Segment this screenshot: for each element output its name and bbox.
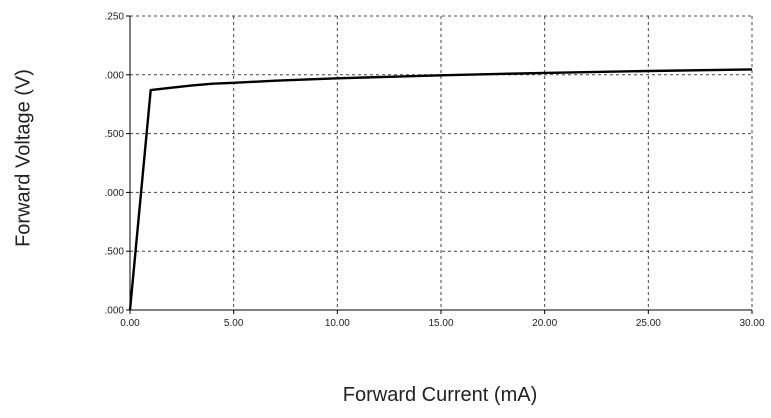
x-axis-label: Forward Current (mA) [342, 384, 538, 406]
y-axis-label: Forward Voltage (V) [12, 69, 35, 247]
y-tick-label: .250 [105, 12, 125, 23]
y-tick-label: .500 [105, 129, 125, 140]
y-tick-label: .000 [105, 70, 125, 81]
x-tick-label: 0.00 [120, 318, 140, 329]
y-tick-label: .000 [105, 306, 125, 317]
series-line [128, 68, 753, 311]
x-tick-label: 10.00 [325, 318, 350, 329]
y-tick-label: .000 [105, 188, 125, 199]
x-tick-label: 25.00 [636, 318, 661, 329]
x-tick-label: 30.00 [739, 318, 764, 329]
x-tick-label: 15.00 [428, 318, 453, 329]
x-tick-label: 20.00 [532, 318, 557, 329]
y-tick-label: .500 [105, 247, 125, 258]
x-tick-label: 5.00 [224, 318, 244, 329]
